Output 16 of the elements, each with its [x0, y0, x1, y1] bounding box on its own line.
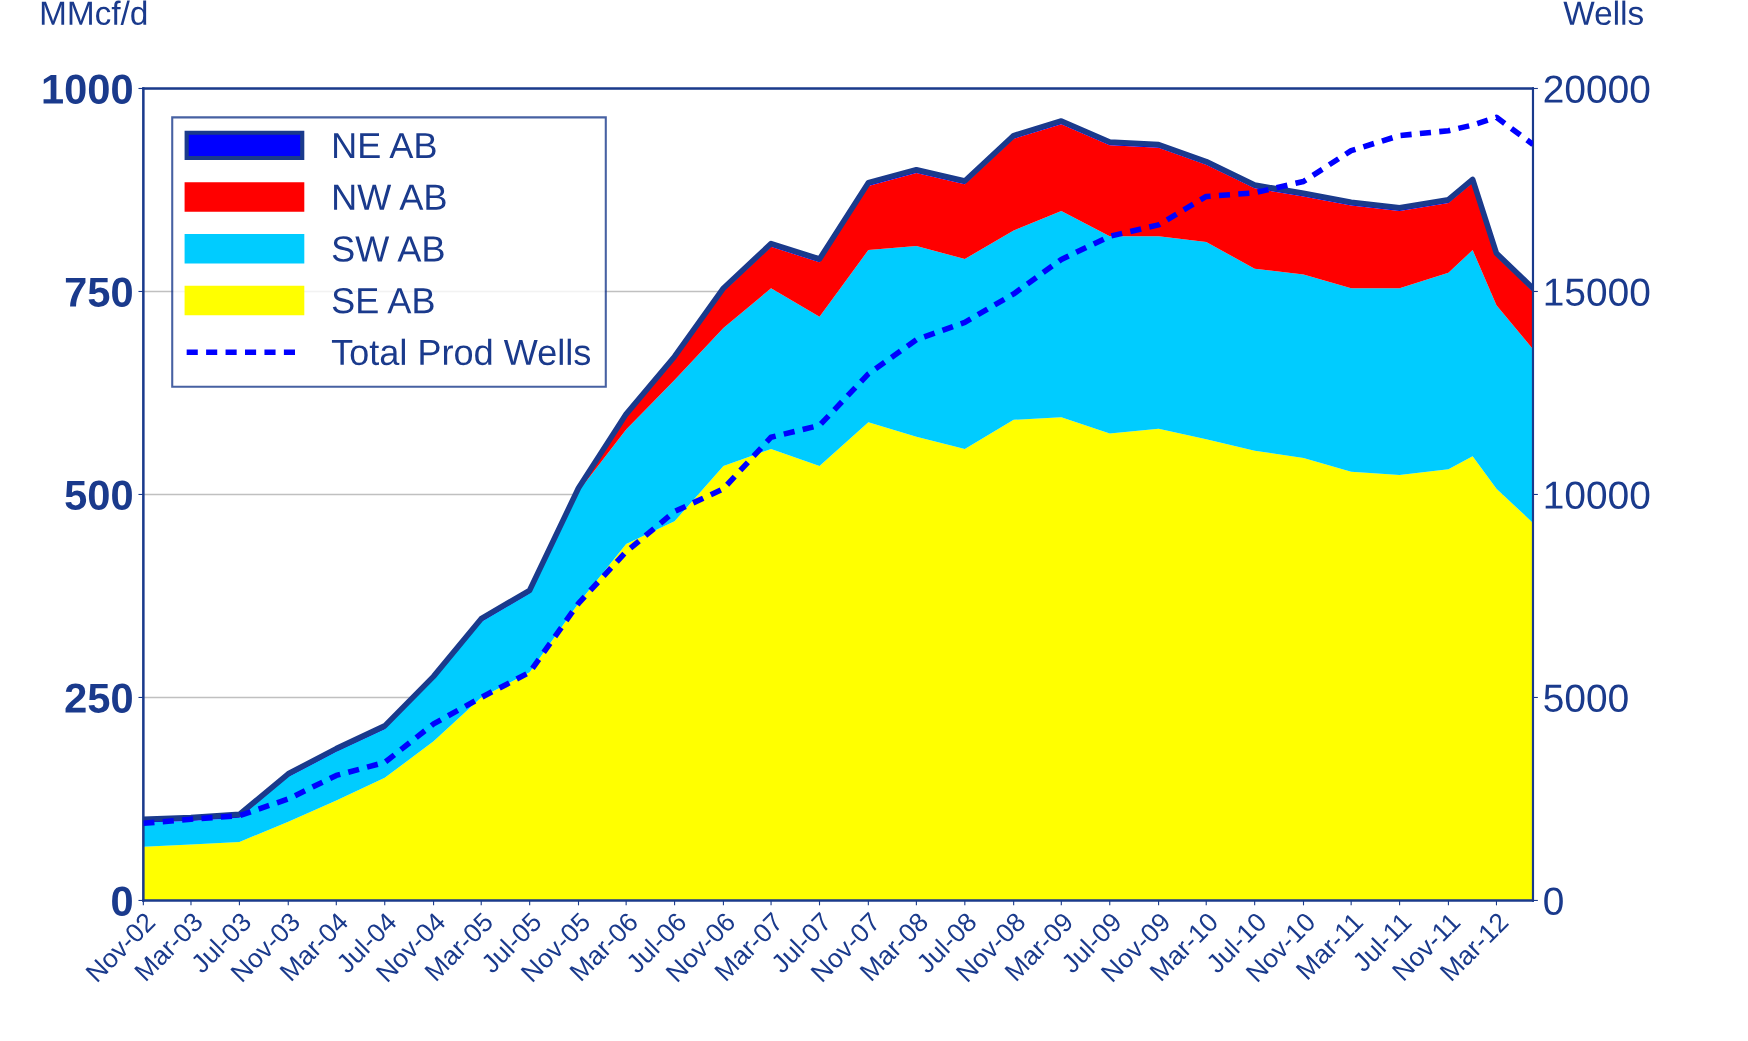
y-tick-label: 500 [65, 480, 132, 510]
y-tick-label: 750 [65, 277, 132, 307]
legend-label: SW AB [332, 236, 444, 262]
y-tick-label: 250 [65, 683, 132, 713]
y-axis-title: MMcf/d [41, 0, 147, 26]
legend-label: NW AB [334, 184, 446, 210]
y2-axis-title: Wells [1563, 0, 1643, 26]
legend-label: NE AB [334, 133, 436, 158]
y2-tick-label: 15000 [1545, 278, 1650, 306]
legend-label: Total Prod Wells [331, 338, 591, 366]
y2-tick-label: 20000 [1544, 75, 1650, 103]
y2-tick-label: 0 [1544, 887, 1563, 915]
y2-tick-label: 10000 [1545, 481, 1650, 509]
legend-label: SE AB [332, 287, 434, 314]
y2-tick-label: 5000 [1544, 684, 1628, 712]
y-tick-label: 1000 [43, 74, 132, 104]
